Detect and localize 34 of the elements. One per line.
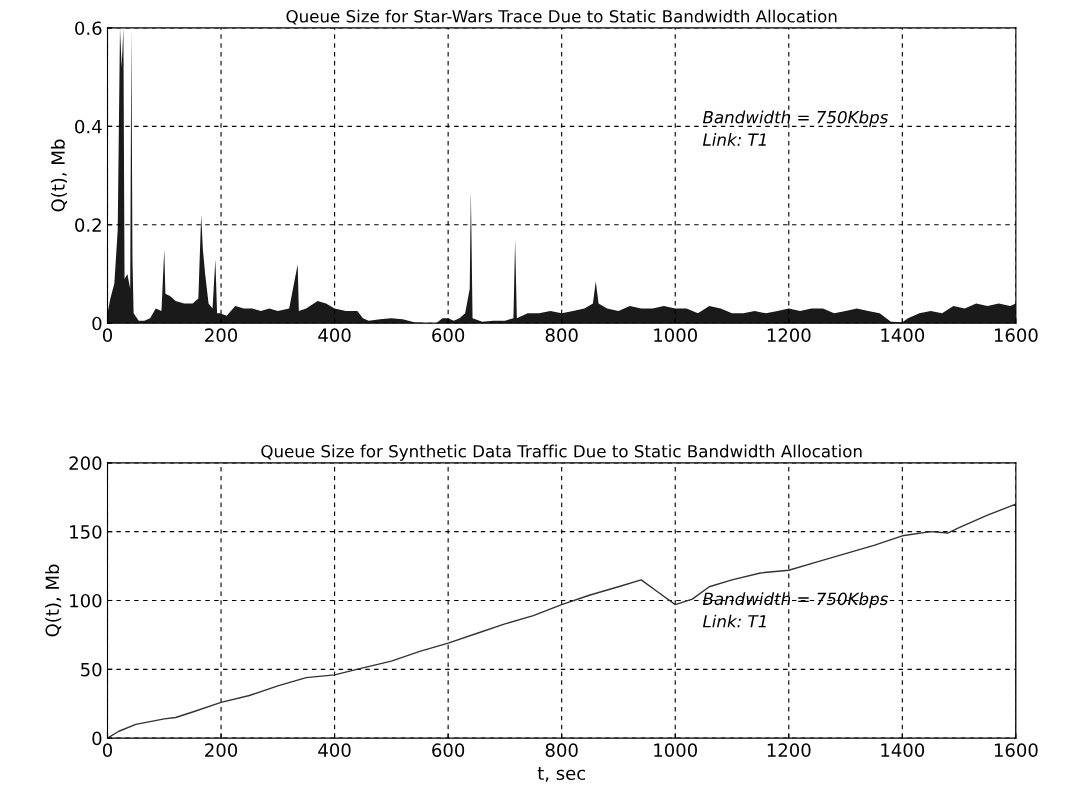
- y-tick-label: 0: [92, 731, 102, 746]
- x-tick-label: 1200: [767, 328, 811, 343]
- y-tick-label: 200: [69, 456, 102, 470]
- y-tick-label: 0.6: [75, 21, 102, 36]
- x-tick-label: 600: [432, 328, 465, 343]
- x-tick-label: 800: [545, 328, 578, 343]
- x-tick-label: 400: [318, 743, 351, 757]
- x-tick-label: 400: [318, 328, 351, 343]
- x-tick-label: 0: [102, 328, 113, 343]
- x-tick-label: 1600: [994, 743, 1038, 757]
- y-tick-label: 150: [70, 525, 102, 539]
- x-tick-label: 200: [205, 743, 238, 757]
- annotation: Bandwidth = 750Kbps Link: T1: [702, 110, 889, 146]
- x-tick-label: 1400: [881, 743, 925, 757]
- y-axis-title: Q(t), Mb: [45, 564, 62, 637]
- y-tick-label: 50: [81, 662, 102, 677]
- x-tick-label: 1400: [881, 328, 925, 343]
- y-tick-label: 0: [92, 316, 102, 331]
- y-tick-label: 0.2: [75, 218, 101, 232]
- x-tick-label: 1200: [767, 743, 811, 757]
- annotation: Bandwidth = 750Kbps Link: T1: [702, 592, 889, 628]
- chart-title: Queue Size for Synthetic Data Traffic Due to Static Bandwidth Allocation: [261, 444, 862, 461]
- y-tick-label: 100: [70, 593, 102, 608]
- chart-title: Queue Size for Star-Wars Trace Due to Static Bandwidth Allocation: [286, 9, 837, 25]
- x-tick-label: 1000: [654, 328, 698, 343]
- y-axis-title: Q(t), Mb: [50, 139, 67, 212]
- y-tick-label: 0.4: [75, 119, 102, 134]
- x-tick-label: 800: [545, 743, 578, 757]
- x-tick-label: 600: [432, 743, 465, 757]
- x-tick-label: 1000: [654, 743, 698, 757]
- x-tick-label: 200: [205, 328, 238, 343]
- x-tick-label: 1600: [994, 328, 1038, 343]
- x-tick-label: 0: [102, 743, 113, 757]
- x-axis-title: t, sec: [537, 767, 586, 782]
